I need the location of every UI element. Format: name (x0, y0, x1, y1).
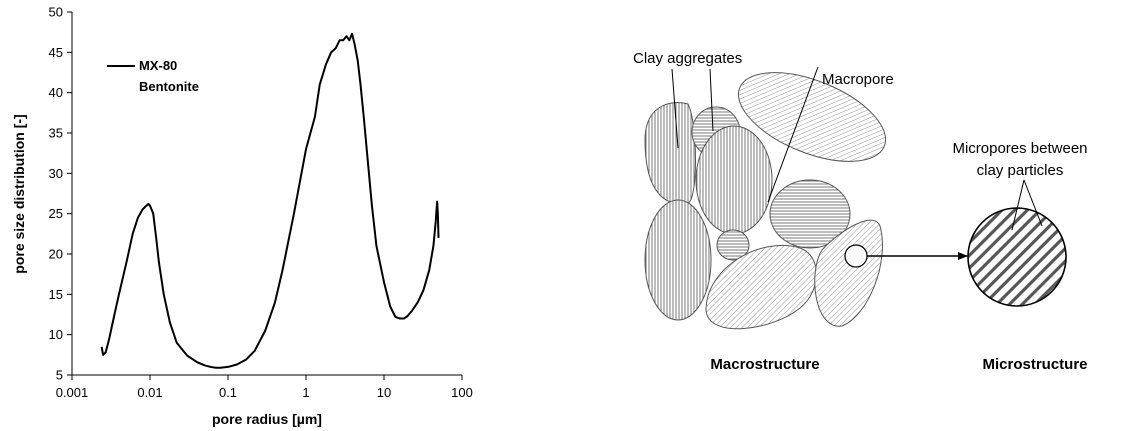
clay-aggregate (737, 72, 887, 162)
clay-aggregate (705, 244, 817, 330)
pointer-line (1011, 179, 1025, 231)
y-axis: 5 10 15 20 25 30 35 40 45 50 (49, 5, 72, 383)
x-tick-label: 0.01 (137, 385, 162, 400)
series-line-0 (100, 32, 440, 369)
x-tick-label: 0.1 (219, 385, 237, 400)
clay-aggregate (769, 179, 851, 249)
legend-label-line1: MX-80 (139, 58, 177, 73)
caption-macrostructure: Macrostructure (710, 356, 819, 373)
clay-aggregate (716, 229, 750, 261)
y-tick-label: 10 (49, 327, 63, 342)
legend-label-line2: Bentonite (139, 79, 199, 94)
y-tick-label: 20 (49, 247, 63, 262)
y-tick-label: 45 (49, 45, 63, 60)
y-tick-label: 25 (49, 206, 63, 221)
pointer-line (1023, 179, 1043, 227)
x-tick-label: 0.001 (56, 385, 89, 400)
y-tick-label: 30 (49, 166, 63, 181)
label-micropores-line1: Micropores between (952, 140, 1087, 157)
x-tick-label: 100 (451, 385, 473, 400)
pointer-line (671, 68, 679, 149)
clay-aggregate (814, 219, 883, 327)
pointer-line (767, 66, 819, 203)
clay-aggregate (695, 125, 773, 235)
x-axis: 0.001 0.01 0.1 1 10 100 (56, 375, 473, 400)
y-tick-label: 35 (49, 126, 63, 141)
x-tick-label: 10 (377, 385, 391, 400)
y-tick-label: 40 (49, 85, 63, 100)
zoom-region (844, 244, 868, 268)
pointer-line (709, 68, 714, 132)
label-macropore: Macropore (822, 71, 894, 88)
clay-aggregate (644, 102, 696, 205)
x-tick-label: 1 (302, 385, 309, 400)
micropore-circle (967, 207, 1067, 307)
structure-diagram: Clay aggregates Macropore Micropores bet… (633, 50, 1088, 373)
y-tick-label: 5 (56, 368, 63, 383)
caption-microstructure: Microstructure (982, 356, 1087, 373)
clay-aggregate (644, 199, 712, 321)
legend: MX-80 Bentonite (107, 58, 199, 94)
y-tick-label: 50 (49, 5, 63, 20)
y-tick-label: 15 (49, 287, 63, 302)
x-axis-title: pore radius [µm] (212, 411, 322, 427)
label-clay-aggregates: Clay aggregates (633, 50, 742, 67)
pore-size-chart: 5 10 15 20 25 30 35 40 45 50 0.001 0.01 0.1 1 10 100 p… (11, 5, 473, 428)
label-micropores-line2: clay particles (977, 162, 1064, 179)
y-axis-title: pore size distribution [-] (11, 114, 27, 273)
